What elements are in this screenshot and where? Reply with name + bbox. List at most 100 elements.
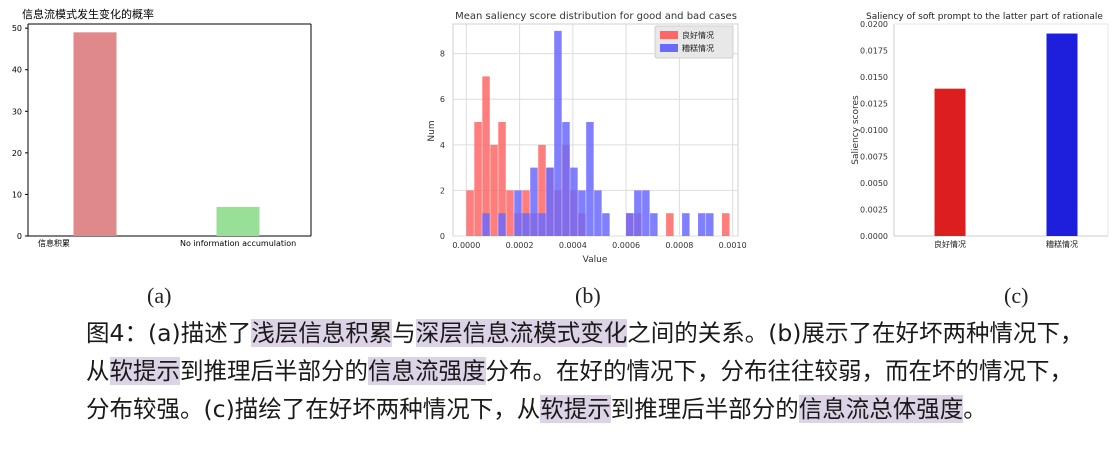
y-tick-label: 0.0050 [860, 179, 888, 188]
y-tick-label: 0 [440, 232, 445, 241]
bad-case-bar [602, 213, 610, 236]
caption-highlight-5: 软提示 [540, 395, 611, 423]
chart-b-legend-label-bad: 糟糕情况 [682, 43, 714, 53]
y-tick-label: 30 [12, 107, 22, 116]
caption-text-3: 之间的关系。(b)展示了在好坏两种情况下，从 [86, 319, 1084, 385]
bad-case-bar [554, 30, 562, 236]
caption-highlight-4: 信息流强度 [368, 357, 486, 385]
bad-case-bar [682, 213, 690, 236]
bad-case-bar [522, 213, 530, 236]
sublabel-b: (b) [575, 283, 601, 308]
bad-case-bar [514, 190, 522, 236]
bad-case-bar [562, 122, 570, 236]
chart-a: 信息流模式发生变化的概率 0 10 20 30 40 50 信息积累 No informat… [12, 7, 312, 248]
chart-b-legend-swatch-good [660, 31, 678, 39]
y-tick-label: 0.0025 [860, 206, 888, 215]
bad-case-bar [538, 213, 546, 236]
bar-1 [934, 88, 966, 236]
chart-c-y-ticks: 0.0000 0.0025 0.0050 0.0075 0.0100 0.0125 0.01… [860, 20, 888, 241]
bad-case-bar [586, 122, 594, 236]
good-case-bar [538, 144, 546, 236]
chart-a-y-ticks: 0 10 20 30 40 50 [12, 24, 28, 241]
chart-b-x-ticks: 0.0000 0.0002 0.0004 0.0006 0.0008 0.0010 [452, 241, 746, 250]
y-tick-label: 40 [12, 66, 22, 75]
bar-1 [73, 32, 117, 237]
bad-case-bar [650, 213, 658, 236]
good-case-bar [722, 213, 730, 236]
bad-case-bar [706, 213, 714, 236]
chart-a-bars [73, 32, 260, 237]
caption-text-4: 到推理后半部分的 [180, 357, 368, 385]
chart-c-ylabel: Saliency scores [851, 95, 861, 165]
y-tick-label: 50 [12, 24, 22, 33]
chart-b: Mean saliency score distribution for goo… [427, 11, 747, 265]
sublabel-c: (c) [1004, 283, 1029, 308]
x-tick-label: No information accumulation [180, 239, 296, 248]
chart-b-y-ticks: 0 2 4 6 8 [440, 50, 445, 241]
y-tick-label: 0 [17, 232, 22, 241]
y-tick-label: 8 [440, 50, 445, 59]
y-tick-label: 0.0000 [860, 232, 888, 241]
bad-case-bar [498, 213, 506, 236]
chart-b-xlabel: Value [583, 255, 608, 265]
good-case-bar [506, 190, 514, 236]
good-case-bar [666, 213, 674, 236]
caption-highlight-1: 浅层信息积累 [251, 319, 393, 347]
y-tick-label: 0.0075 [860, 153, 888, 162]
chart-c: Saliency of soft prompt to the latter pa… [851, 12, 1109, 249]
y-tick-label: 6 [440, 95, 445, 104]
chart-b-legend-label-good: 良好情况 [682, 30, 714, 40]
caption-text-2: 与 [392, 319, 416, 347]
chart-b-bars-bad [482, 30, 714, 236]
bad-case-bar [626, 213, 634, 236]
x-tick-label: 0.0010 [719, 241, 747, 250]
chart-c-title: Saliency of soft prompt to the latter pa… [866, 12, 1103, 22]
chart-b-title: Mean saliency score distribution for goo… [455, 11, 737, 22]
bad-case-bar [570, 167, 578, 236]
y-tick-label: 20 [12, 149, 22, 158]
x-tick-label: 0.0004 [559, 241, 587, 250]
bar-2 [1046, 33, 1078, 236]
caption-text-5: 分布。在好的情况下，分布往往较弱，而在坏的情况下，分布较强。(c)描绘了在好坏两… [86, 357, 1073, 423]
bad-case-bar [578, 190, 586, 236]
caption-highlight-6: 信息流总体强度 [798, 395, 964, 423]
chart-b-ylabel: Num [427, 120, 437, 141]
caption-text-6: 到推理后半部分的 [610, 395, 799, 423]
y-tick-label: 0.0175 [860, 47, 888, 56]
good-case-bar [466, 190, 474, 236]
chart-b-legend-swatch-bad [660, 44, 678, 52]
sublabel-a: (a) [147, 283, 172, 308]
y-tick-label: 0.0150 [860, 73, 888, 82]
bad-case-bar [634, 190, 642, 236]
chart-b-legend: 良好情况 糟糕情况 [654, 25, 734, 59]
x-tick-label: 良好情况 [934, 239, 966, 249]
caption-highlight-3: 软提示 [109, 357, 180, 385]
bad-case-bar [642, 190, 650, 236]
x-tick-label: 0.0000 [452, 241, 480, 250]
y-tick-label: 2 [440, 186, 445, 195]
figure-caption: 图4：(a)描述了浅层信息积累与深层信息流模式变化之间的关系。(b)展示了在好坏… [86, 314, 1096, 428]
y-tick-label: 0.0125 [860, 100, 888, 109]
x-tick-label: 0.0002 [506, 241, 534, 250]
chart-c-x-labels: 良好情况 糟糕情况 [934, 239, 1078, 249]
y-tick-label: 0.0100 [860, 126, 888, 135]
chart-a-title: 信息流模式发生变化的概率 [22, 7, 154, 21]
y-tick-label: 10 [12, 190, 22, 199]
bar-2 [216, 206, 260, 236]
bad-case-bar [482, 213, 490, 236]
caption-highlight-2: 深层信息流模式变化 [415, 319, 628, 347]
good-case-bar [490, 144, 498, 236]
bad-case-bar [594, 190, 602, 236]
y-tick-label: 4 [440, 141, 445, 150]
good-case-bar [482, 76, 490, 236]
chart-a-x-labels: 信息积累 No information accumulation [38, 238, 296, 248]
good-case-bar [474, 122, 482, 236]
x-tick-label: 0.0006 [612, 241, 640, 250]
bad-case-bar [698, 213, 706, 236]
x-tick-label: 糟糕情况 [1046, 239, 1078, 249]
caption-text-1: 图4：(a)描述了 [86, 319, 252, 347]
chart-c-bars [934, 33, 1078, 236]
bad-case-bar [530, 167, 538, 236]
x-tick-label: 信息积累 [38, 238, 70, 248]
